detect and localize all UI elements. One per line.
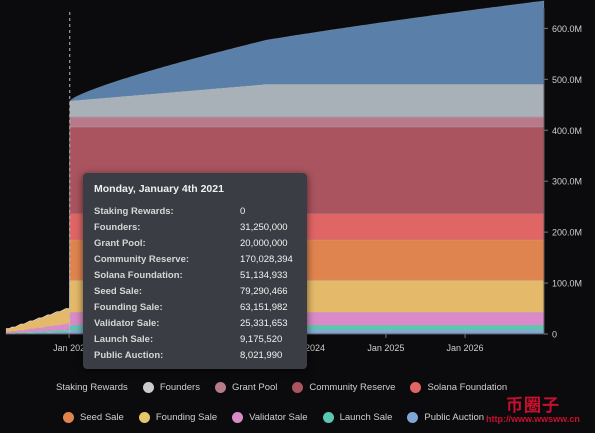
tooltip-row-value: 51,134,933 (240, 270, 288, 281)
legend-swatch (322, 412, 334, 423)
tooltip-row-value: 25,331,653 (240, 318, 288, 329)
tooltip-row-label: Seed Sale: (94, 286, 143, 297)
legend-label: Seed Sale (80, 412, 124, 423)
legend-item-founding-sale[interactable]: Founding Sale (138, 412, 218, 423)
legend-item-staking-rewards[interactable]: Staking Rewards (56, 382, 128, 393)
legend-item-validator-sale[interactable]: Validator Sale (232, 412, 308, 423)
tooltip-row: Solana Foundation: 51,134,933 (94, 268, 296, 284)
chart-tooltip: Monday, January 4th 2021 Staking Rewards… (83, 173, 307, 369)
x-tick-label: Jan 2025 (367, 343, 404, 353)
tooltip-row-label: Launch Sale: (94, 334, 154, 345)
y-tick-label: 200.0M (552, 228, 582, 238)
tooltip-row: Validator Sale: 25,331,653 (94, 316, 296, 332)
tooltip-row: Founders: 31,250,000 (94, 220, 296, 236)
watermark-url: http://www.wwsww.cn (486, 414, 580, 424)
legend-swatch (142, 382, 154, 393)
tooltip-row-label: Validator Sale: (94, 318, 160, 329)
tooltip-row-value: 63,151,982 (240, 302, 288, 313)
tooltip-row-value: 0 (240, 206, 246, 217)
tooltip-row-label: Founders: (94, 222, 141, 233)
legend-label: Community Reserve (309, 382, 396, 393)
legend-label: Validator Sale (249, 412, 308, 423)
legend-label: Staking Rewards (56, 382, 128, 393)
x-tick-label: Jan 2026 (447, 343, 484, 353)
tooltip-row-label: Public Auction: (94, 350, 164, 361)
legend-item-launch-sale[interactable]: Launch Sale (322, 412, 393, 423)
x-tick-label: Jan 202 (53, 343, 85, 353)
y-tick-label: 100.0M (552, 279, 582, 289)
watermark-logo: 币圈子 http://www.wwsww.cn (486, 391, 594, 431)
tooltip-title: Monday, January 4th 2021 (94, 183, 224, 195)
legend-swatch (63, 412, 74, 423)
tooltip-row-value: 170,028,394 (240, 254, 293, 265)
legend-label: Launch Sale (339, 412, 393, 423)
y-tick-label: 600.0M (552, 24, 582, 34)
tooltip-row-label: Grant Pool: (94, 238, 146, 249)
legend-label: Solana Foundation (427, 382, 508, 393)
legend-item-founders[interactable]: Founders (142, 382, 200, 393)
legend-swatch (407, 412, 419, 423)
tooltip-row-label: Community Reserve: (94, 254, 190, 265)
tooltip-row-value: 31,250,000 (240, 222, 288, 233)
y-tick-label: 400.0M (552, 126, 582, 136)
watermark-text: 币圈子 (506, 396, 560, 415)
y-tick-label: 500.0M (552, 75, 582, 85)
tooltip-row-value: 8,021,990 (240, 350, 283, 361)
legend-item-grant-pool[interactable]: Grant Pool (214, 382, 278, 393)
tooltip-row: Launch Sale: 9,175,520 (94, 332, 296, 348)
tooltip-row: Public Auction: 8,021,990 (94, 348, 296, 364)
tooltip-row-label: Founding Sale: (94, 302, 163, 313)
legend-swatch (214, 382, 226, 393)
legend-swatch (232, 412, 244, 423)
tooltip-row: Founding Sale: 63,151,982 (94, 300, 296, 316)
legend-label: Grant Pool (231, 382, 278, 393)
tooltip-row: Community Reserve: 170,028,394 (94, 252, 296, 268)
tooltip-row-value: 20,000,000 (240, 238, 288, 249)
tooltip-row-value: 79,290,466 (240, 286, 288, 297)
tooltip-row: Grant Pool: 20,000,000 (94, 236, 296, 252)
y-tick-label: 300.0M (552, 177, 582, 187)
legend-item-seed-sale[interactable]: Seed Sale (63, 412, 124, 423)
tooltip-row-value: 9,175,520 (240, 334, 283, 345)
y-tick-label: 0 (552, 330, 557, 340)
tooltip-row: Seed Sale: 79,290,466 (94, 284, 296, 300)
legend-label: Founding Sale (155, 412, 218, 423)
tooltip-row-label: Staking Rewards: (94, 206, 174, 217)
legend-item-public-auction[interactable]: Public Auction (407, 412, 484, 423)
legend-swatch (292, 382, 304, 393)
legend-swatch (410, 382, 422, 393)
legend-swatch (138, 412, 150, 423)
legend-label: Public Auction (424, 412, 485, 423)
legend-item-community-reserve[interactable]: Community Reserve (292, 382, 395, 393)
tooltip-row-label: Solana Foundation: (94, 270, 183, 281)
legend-label: Founders (159, 382, 200, 393)
legend-item-solana-foundation[interactable]: Solana Foundation (410, 382, 507, 393)
tooltip-row: Staking Rewards: 0 (94, 204, 296, 220)
